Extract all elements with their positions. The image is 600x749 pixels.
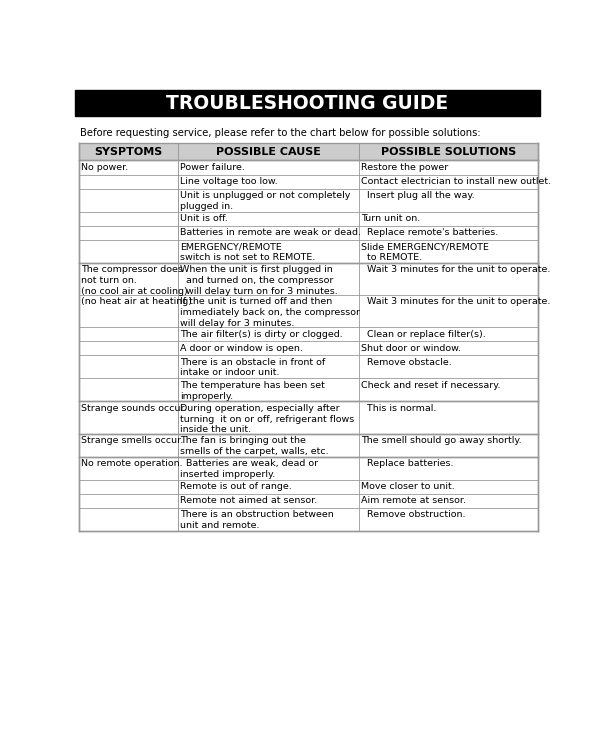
Text: Slide EMERGENCY/REMOTE
  to REMOTE.: Slide EMERGENCY/REMOTE to REMOTE. — [361, 242, 489, 262]
Text: Shut door or window.: Shut door or window. — [361, 344, 461, 353]
Text: The compressor does
not turn on.
(no cool air at cooling)
(no heat air at heatin: The compressor does not turn on. (no coo… — [82, 265, 193, 306]
Bar — [178, 327, 359, 342]
Text: Wait 3 minutes for the unit to operate.: Wait 3 minutes for the unit to operate. — [361, 297, 551, 306]
Bar — [178, 494, 359, 508]
Text: Replace batteries.: Replace batteries. — [361, 459, 454, 468]
Bar — [178, 212, 359, 225]
Text: POSSIBLE CAUSE: POSSIBLE CAUSE — [215, 147, 320, 157]
Text: During operation, especially after
turning  it on or off, refrigerant flows
insi: During operation, especially after turni… — [180, 404, 354, 434]
Bar — [359, 355, 538, 378]
Bar — [75, 90, 540, 116]
Bar — [359, 378, 538, 401]
Text: Check and reset if necessary.: Check and reset if necessary. — [361, 380, 501, 389]
Bar — [359, 212, 538, 225]
Bar — [359, 263, 538, 295]
Text: TROUBLESHOOTING GUIDE: TROUBLESHOOTING GUIDE — [166, 94, 449, 112]
Bar — [359, 225, 538, 240]
Bar — [359, 342, 538, 355]
Text: Turn unit on.: Turn unit on. — [361, 214, 421, 223]
Bar — [359, 327, 538, 342]
Text: A door or window is open.: A door or window is open. — [180, 344, 303, 353]
Text: No power.: No power. — [82, 163, 128, 172]
Text: No remote operation.: No remote operation. — [82, 459, 183, 468]
Bar — [178, 480, 359, 494]
Bar — [178, 175, 359, 189]
Text: There is an obstacle in front of
intake or indoor unit.: There is an obstacle in front of intake … — [180, 358, 325, 377]
Bar — [359, 295, 538, 327]
Bar — [359, 160, 538, 175]
Bar — [178, 378, 359, 401]
Text: Remote is out of range.: Remote is out of range. — [180, 482, 292, 491]
Bar — [359, 189, 538, 212]
Bar — [79, 143, 538, 160]
Text: Batteries are weak, dead or
inserted improperly.: Batteries are weak, dead or inserted imp… — [180, 459, 318, 479]
Text: Insert plug all the way.: Insert plug all the way. — [361, 191, 475, 200]
Bar — [359, 457, 538, 480]
Text: Batteries in remote are weak or dead.: Batteries in remote are weak or dead. — [180, 228, 361, 237]
Bar — [178, 189, 359, 212]
Bar — [178, 263, 359, 295]
Bar — [178, 160, 359, 175]
Bar — [359, 494, 538, 508]
Text: Wait 3 minutes for the unit to operate.: Wait 3 minutes for the unit to operate. — [361, 265, 551, 274]
Bar — [359, 480, 538, 494]
Bar — [79, 160, 178, 263]
Text: Power failure.: Power failure. — [180, 163, 245, 172]
Text: EMERGENCY/REMOTE
switch is not set to REMOTE.: EMERGENCY/REMOTE switch is not set to RE… — [180, 242, 315, 262]
Text: Remove obstacle.: Remove obstacle. — [361, 358, 452, 367]
Text: Move closer to unit.: Move closer to unit. — [361, 482, 455, 491]
Bar — [178, 508, 359, 531]
Bar — [178, 342, 359, 355]
Text: Strange smells occur.: Strange smells occur. — [82, 436, 184, 445]
Text: If the unit is turned off and then
immediately back on, the compressor
will dela: If the unit is turned off and then immed… — [180, 297, 360, 328]
Bar — [178, 434, 359, 457]
Bar — [178, 355, 359, 378]
Text: Clean or replace filter(s).: Clean or replace filter(s). — [361, 330, 486, 339]
Bar — [359, 508, 538, 531]
Bar — [79, 434, 178, 457]
Text: Remove obstruction.: Remove obstruction. — [361, 510, 466, 519]
Text: Restore the power: Restore the power — [361, 163, 448, 172]
Bar — [359, 175, 538, 189]
Text: Contact electrician to install new outlet.: Contact electrician to install new outle… — [361, 177, 551, 186]
Text: The temperature has been set
improperly.: The temperature has been set improperly. — [180, 380, 325, 401]
Text: There is an obstruction between
unit and remote.: There is an obstruction between unit and… — [180, 510, 334, 530]
Text: The smell should go away shortly.: The smell should go away shortly. — [361, 436, 522, 445]
Text: Line voltage too low.: Line voltage too low. — [180, 177, 278, 186]
Text: Unit is off.: Unit is off. — [180, 214, 228, 223]
Text: When the unit is first plugged in
  and turned on, the compressor
  will delay t: When the unit is first plugged in and tu… — [180, 265, 338, 296]
Text: POSSIBLE SOLUTIONS: POSSIBLE SOLUTIONS — [380, 147, 516, 157]
Text: Replace remote's batteries.: Replace remote's batteries. — [361, 228, 499, 237]
Text: Before requesting service, please refer to the chart below for possible solution: Before requesting service, please refer … — [80, 128, 481, 139]
Bar — [79, 263, 178, 401]
Text: Strange sounds occur.: Strange sounds occur. — [82, 404, 187, 413]
Bar — [359, 434, 538, 457]
Bar — [359, 240, 538, 263]
Text: Unit is unplugged or not completely
plugged in.: Unit is unplugged or not completely plug… — [180, 191, 350, 210]
Text: This is normal.: This is normal. — [361, 404, 437, 413]
Bar — [79, 457, 178, 531]
Bar — [178, 225, 359, 240]
Text: SYSPTOMS: SYSPTOMS — [94, 147, 163, 157]
Bar — [359, 401, 538, 434]
Text: The fan is bringing out the
smells of the carpet, walls, etc.: The fan is bringing out the smells of th… — [180, 436, 329, 456]
Bar — [178, 401, 359, 434]
Bar — [178, 240, 359, 263]
Text: Remote not aimed at sensor.: Remote not aimed at sensor. — [180, 497, 317, 506]
Text: Aim remote at sensor.: Aim remote at sensor. — [361, 497, 466, 506]
Text: The air filter(s) is dirty or clogged.: The air filter(s) is dirty or clogged. — [180, 330, 343, 339]
Bar — [79, 401, 178, 434]
Bar — [178, 295, 359, 327]
Bar — [178, 457, 359, 480]
